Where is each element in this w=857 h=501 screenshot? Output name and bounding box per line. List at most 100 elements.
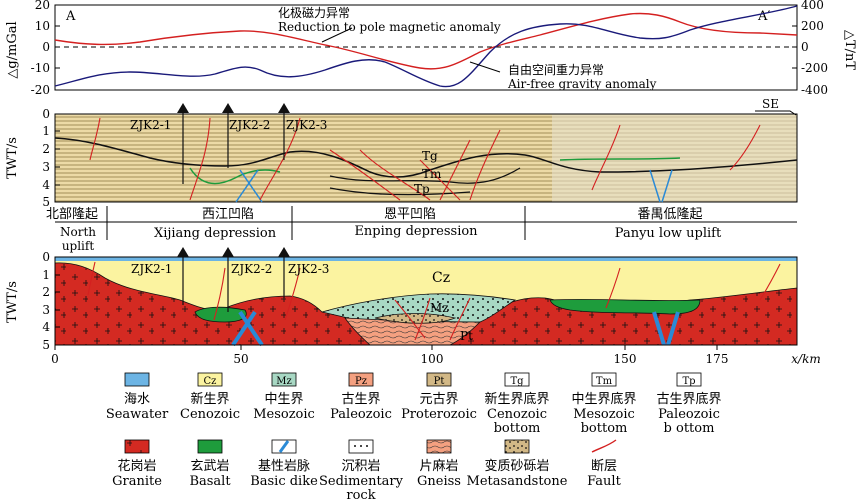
legend-cn-sedimentary: 沉积岩 [341,459,380,474]
basic-dike-east [652,311,680,346]
unit-cn-panyu: 番禺低隆起 [637,207,702,222]
grav-label-cn: 自由空间重力异常 [508,63,604,77]
legend-cn-tp: 古生界底界 [656,391,721,407]
left-tick-3: -10 [31,61,50,75]
unit-cn-enping: 恩平凹陷 [384,207,436,222]
left-tick-0: 20 [35,0,50,12]
seismic-well-label-1: ZJK2-1 [130,118,171,132]
well-marker-triangle [278,103,290,113]
legend-swatch-gneiss [426,439,452,454]
legend-en-dike: Basic dike [250,474,318,489]
geo-tick-4: 4 [42,320,50,334]
legend-en-tg-2: bottom [494,421,541,436]
legend-swatch-tm [591,372,617,387]
unit-en-north-uplift-1: North [60,225,96,239]
legend-swatch-basalt [197,439,223,454]
legend-swatch-granite [124,439,150,454]
basalt-reflector-east [559,157,681,161]
legend-swatch-tg [504,372,530,387]
legend-en-mesozoic: Mesozoic [253,407,315,422]
basalt-reflector-west [189,167,281,185]
anomaly-panel: 20 10 0 -10 -20 400 200 0 -200 -400 △g/m… [5,0,857,97]
right-tick-3: -200 [801,61,828,75]
legend-en-tm-1: Mesozoic [573,407,635,422]
legend-en-sedimentary-1: Sedimentary [319,474,404,489]
unit-en-north-uplift-2: uplift [62,239,95,253]
seismic-faults [89,117,761,201]
legend-en-tp-2: b ottom [664,421,715,436]
legend-en-gneiss: Gneiss [417,474,461,489]
seis-tick-2: 2 [42,142,50,156]
legend-cn-fault: 断层 [591,459,617,474]
well-marker-triangle [278,247,290,257]
legend-cn-tm: 中生界底界 [571,391,636,407]
well-marker-triangle [177,247,189,257]
geo-well-label-1: ZJK2-1 [131,262,172,276]
mag-label-en: Reduction to pole magnetic anomaly [278,20,501,34]
legend-en-fault: Fault [587,474,621,489]
legend-cn-mesozoic: 中生界 [264,392,303,407]
geo-label-pt: Pt [460,329,473,343]
legend-cn-basalt: 玄武岩 [190,459,229,474]
right-tick-2: 0 [801,40,809,54]
seis-tick-4: 4 [42,178,50,192]
legend-swatch-tm-label: Tm [596,376,613,387]
left-tick-2: 0 [42,40,50,54]
x-tick-100: 100 [421,352,444,366]
legend-swatch-cz-label: Cz [204,376,217,387]
legend-cn-dike: 基性岩脉 [258,459,310,474]
left-tick-4: -20 [31,83,50,97]
geo-axis-title: TWT/s [5,281,20,323]
seis-tick-3: 3 [42,160,50,174]
geo-label-mz: Mz [430,301,449,315]
legend-cn-gneiss: 片麻岩 [419,459,458,474]
geo-tick-3: 3 [42,303,50,317]
legend-en-proterozoic: Proterozoic [401,407,477,422]
legend-en-paleozoic: Paleozoic [330,407,392,422]
legend-en-cenozoic: Cenozoic [180,407,240,422]
legend-swatch-tg-label: Tg [510,376,524,387]
geo-tick-0: 0 [42,250,50,264]
well-marker-triangle [222,247,234,257]
seawater-layer [55,257,797,261]
seis-tick-1: 1 [42,124,50,138]
legend-swatch-fault [591,439,617,453]
legend-cn-tg: 新生界底界 [484,391,549,407]
legend-en-metasandstone: Metasandstone [467,474,568,489]
direction-label: SE [762,97,779,111]
direction-arrow-icon [755,110,797,116]
right-tick-0: 400 [801,0,824,12]
seismic-axis-title: TWT/s [5,137,20,179]
right-tick-1: 200 [801,19,824,33]
geological-section: ZJK2-1 ZJK2-2 ZJK2-3 Cz Mz Pt 0 1 2 3 4 … [5,247,821,366]
geo-tick-1: 1 [42,268,50,282]
legend-swatch-proterozoic [426,372,452,387]
legend-swatch-metasandstone [504,439,530,454]
right-axis-title: △T/nT [842,30,857,70]
seismic-wells [177,103,290,184]
legend-en-seawater: Seawater [106,407,169,422]
magnetic-anomaly-curve [54,12,798,70]
well-marker-triangle [177,103,189,113]
geo-tick-5: 5 [42,338,50,352]
legend-cn-cenozoic: 新生界 [190,391,229,407]
unit-en-xijiang: Xijiang depression [154,226,277,241]
unit-en-enping: Enping depression [354,224,478,239]
legend-cn-metasandstone: 变质砂砾岩 [484,458,549,474]
mag-label-cn: 化极磁力异常 [278,5,350,20]
legend-en-tg-1: Cenozoic [487,407,547,422]
metasandstone-body [374,313,457,324]
legend-en-granite: Granite [112,474,162,489]
geo-wells [177,247,290,312]
tm-horizon [329,167,521,184]
legend-swatch-mz-label: Mz [276,376,292,387]
legend-cn-granite: 花岗岩 [117,458,156,474]
legend-cn-proterozoic: 元古界 [419,392,458,407]
seis-tick-0: 0 [42,107,50,121]
x-tick-0: 0 [51,352,59,366]
legend: Cz Mz Pz Pt Tg Tm Tp 海水 Seawater 新生界 Cen… [106,372,722,501]
x-tick-50: 50 [233,352,248,366]
geo-tick-2: 2 [42,285,50,299]
unit-cn-xijiang: 西江凹陷 [202,207,254,222]
legend-swatch-mesozoic [271,372,297,387]
